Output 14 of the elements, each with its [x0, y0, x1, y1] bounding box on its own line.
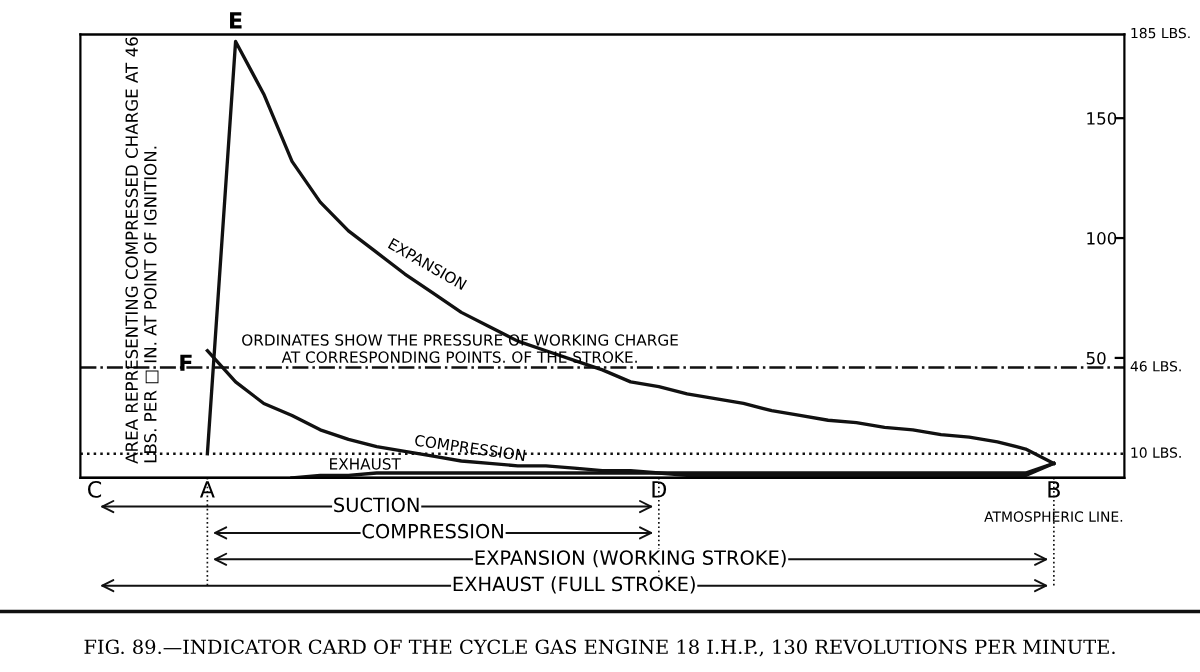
text: EXHAUST (FULL STROKE) [453, 576, 695, 594]
text: FIG. 89.—INDICATOR CARD OF THE CYCLE GAS ENGINE 18 I.H.P., 130 REVOLUTIONS PER MINUTE. [84, 639, 1115, 657]
text: EXPANSION (WORKING STROKE) [475, 549, 786, 568]
annotation: E [230, 12, 242, 29]
text: SUCTION [334, 497, 419, 513]
annotation: AREA REPRESENTING COMPRESSED CHARGE AT 46 LBS. PER □ IN. AT POINT OF IGNITION. [125, 37, 159, 464]
text: COMPRESSION [362, 523, 503, 539]
y-tick-label: 100 [1087, 232, 1117, 245]
x-tick-label: B [1048, 481, 1060, 498]
x-tick-label: A [199, 481, 215, 498]
y-tick-label: 150 [1087, 112, 1117, 125]
x-tick-label: D [652, 481, 667, 498]
x-tick-label: C [88, 480, 102, 498]
y-tick-label: 50 [1086, 351, 1106, 365]
